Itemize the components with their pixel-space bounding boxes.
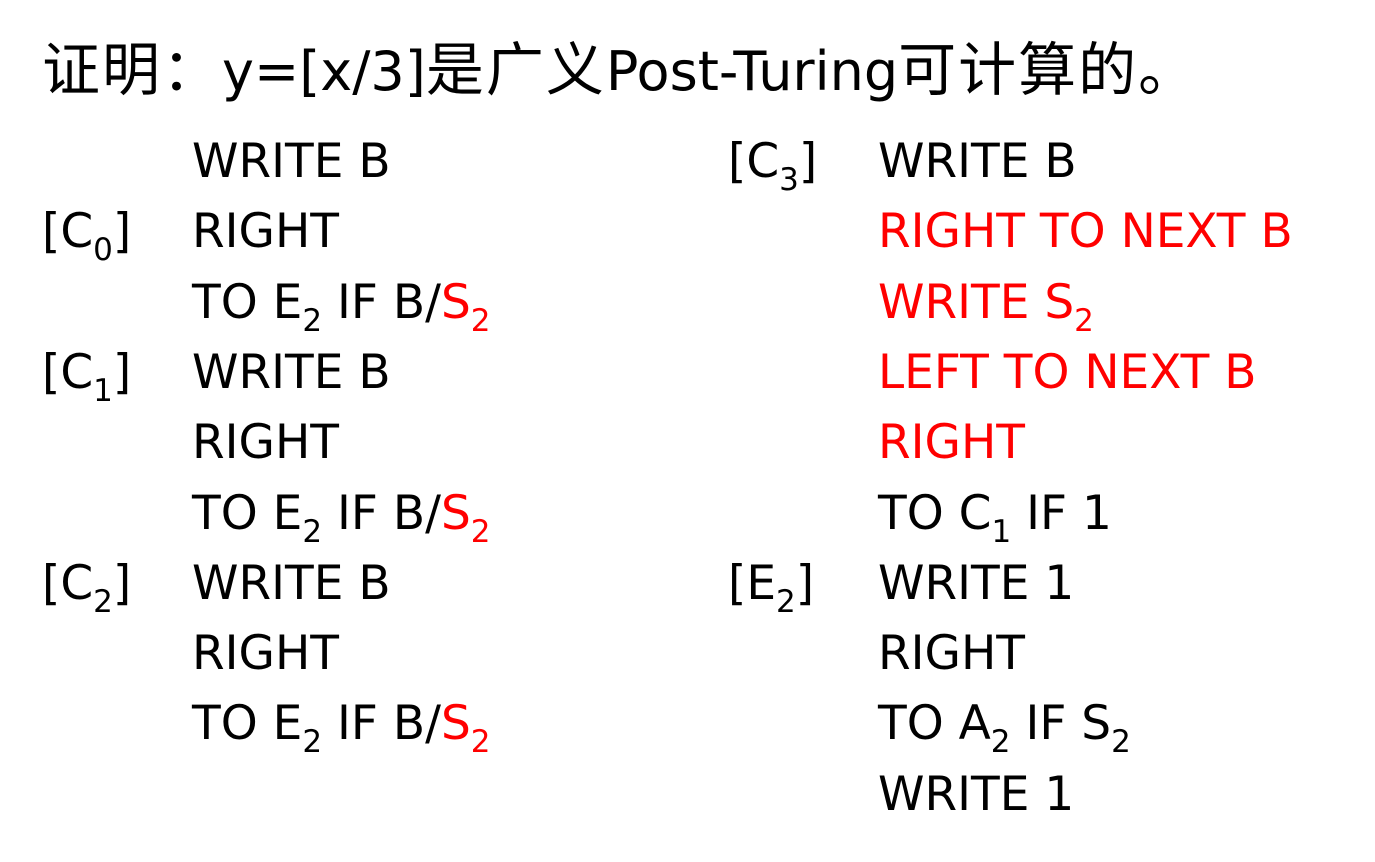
right-instruction: WRITE B — [878, 134, 1077, 189]
right-instruction: TO C1 IF 1 — [878, 485, 1112, 550]
right-instruction: WRITE 1 — [878, 555, 1075, 611]
right-instruction: WRITE S2 — [878, 274, 1094, 339]
left-line-label: [C1] — [42, 344, 132, 409]
title-prefix: 证明： — [42, 36, 223, 104]
left-instruction: WRITE B — [192, 344, 391, 400]
title-latin: Post-Turing — [605, 40, 899, 103]
right-instruction: WRITE 1 — [878, 766, 1075, 822]
right-line-label: [E2] — [728, 555, 815, 620]
left-instruction: RIGHT — [192, 415, 339, 471]
left-instruction: RIGHT — [192, 626, 339, 682]
right-instruction: RIGHT — [878, 415, 1025, 471]
left-instruction: RIGHT — [192, 204, 339, 260]
right-instruction: RIGHT — [878, 626, 1025, 682]
title-mid: 是广义 — [425, 36, 606, 104]
left-instruction: TO E2 IF B/S2 — [192, 274, 491, 339]
slide-title: 证明：y=[x/3]是广义Post-Turing可计算的。 — [42, 28, 1198, 112]
left-line-label: [C2] — [42, 555, 132, 620]
left-instruction: WRITE B — [192, 555, 391, 611]
left-instruction: TO E2 IF B/S2 — [192, 485, 491, 550]
right-instruction: LEFT TO NEXT B — [878, 344, 1257, 400]
left-line-label: [C0] — [42, 204, 132, 269]
right-line-label: [C3] — [728, 134, 818, 198]
title-suffix: 可计算的。 — [898, 36, 1199, 104]
left-instruction: WRITE B — [192, 134, 391, 189]
left-instruction: TO E2 IF B/S2 — [192, 696, 491, 761]
title-formula: y=[x/3] — [222, 40, 426, 103]
right-instruction: TO A2 IF S2 — [878, 696, 1131, 761]
right-instruction: RIGHT TO NEXT B — [878, 204, 1293, 260]
